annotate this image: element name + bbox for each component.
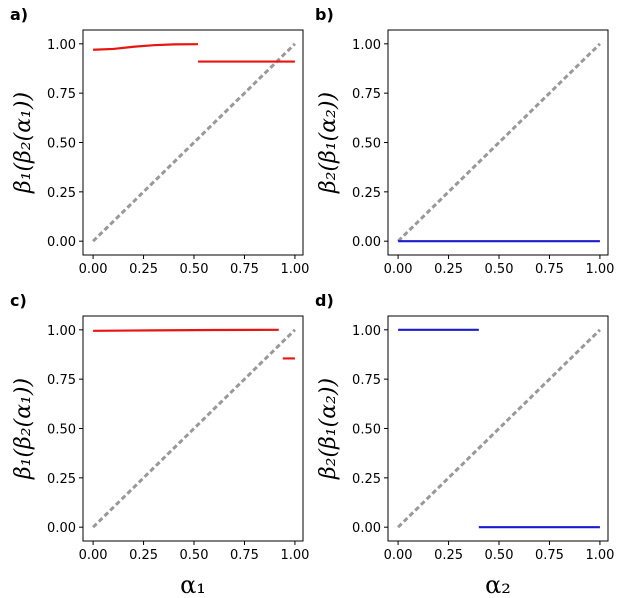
panel-label: a) <box>10 5 28 24</box>
x-tick-label: 0.75 <box>535 262 564 277</box>
panel-label: c) <box>10 291 27 310</box>
x-tick-label: 1.00 <box>585 262 614 277</box>
y-axis-label: β₁(β₂(α₁)) <box>11 92 36 194</box>
y-tick-label: 0.75 <box>352 373 381 388</box>
x-tick-label: 0.25 <box>434 262 463 277</box>
y-tick-label: 1.00 <box>47 38 76 53</box>
data-line <box>92 328 296 529</box>
x-tick-label: 0.25 <box>129 548 158 563</box>
y-tick-label: 1.00 <box>352 38 381 53</box>
x-tick-label: 0.25 <box>434 548 463 563</box>
x-tick-label: 0.50 <box>485 548 514 563</box>
x-tick-label: 1.00 <box>280 262 309 277</box>
y-tick-label: 0.75 <box>352 87 381 102</box>
y-tick-label: 1.00 <box>352 324 381 339</box>
x-tick-label: 0.00 <box>79 262 108 277</box>
y-tick-label: 0.50 <box>352 137 381 152</box>
x-tick-label: 0.50 <box>180 262 209 277</box>
y-tick-label: 0.75 <box>47 87 76 102</box>
x-tick-label: 0.50 <box>485 262 514 277</box>
y-tick-label: 0.25 <box>352 472 381 487</box>
y-tick-label: 0.00 <box>352 521 381 536</box>
y-tick-label: 0.25 <box>352 186 381 201</box>
data-line <box>92 42 296 243</box>
panel-label: d) <box>315 291 334 310</box>
data-line <box>397 42 601 243</box>
y-tick-label: 0.00 <box>47 235 76 250</box>
x-tick-label: 1.00 <box>280 548 309 563</box>
x-axis-label: α₁ <box>180 571 206 594</box>
data-line <box>93 328 295 360</box>
y-tick-label: 0.50 <box>47 137 76 152</box>
data-line <box>93 43 295 63</box>
y-axis-label: β₁(β₂(α₁)) <box>11 378 36 480</box>
x-tick-label: 0.75 <box>535 548 564 563</box>
y-tick-label: 0.25 <box>47 186 76 201</box>
x-tick-label: 0.25 <box>129 262 158 277</box>
x-tick-label: 0.00 <box>79 548 108 563</box>
y-axis-label: β₂(β₁(α₂)) <box>316 92 341 194</box>
x-tick-label: 0.75 <box>230 548 259 563</box>
data-line <box>397 328 601 529</box>
y-tick-label: 1.00 <box>47 324 76 339</box>
y-tick-label: 0.25 <box>47 472 76 487</box>
x-tick-label: 1.00 <box>585 548 614 563</box>
y-tick-label: 0.00 <box>47 521 76 536</box>
y-tick-label: 0.00 <box>352 235 381 250</box>
panel-label: b) <box>315 5 334 24</box>
x-tick-label: 0.50 <box>180 548 209 563</box>
x-tick-label: 0.00 <box>384 262 413 277</box>
x-tick-label: 0.75 <box>230 262 259 277</box>
y-axis-label: β₂(β₁(α₂)) <box>316 378 341 480</box>
data-line <box>398 328 600 529</box>
y-tick-label: 0.50 <box>352 423 381 438</box>
y-tick-label: 0.50 <box>47 423 76 438</box>
x-axis-label: α₂ <box>485 571 511 594</box>
x-tick-label: 0.00 <box>384 548 413 563</box>
y-tick-label: 0.75 <box>47 373 76 388</box>
